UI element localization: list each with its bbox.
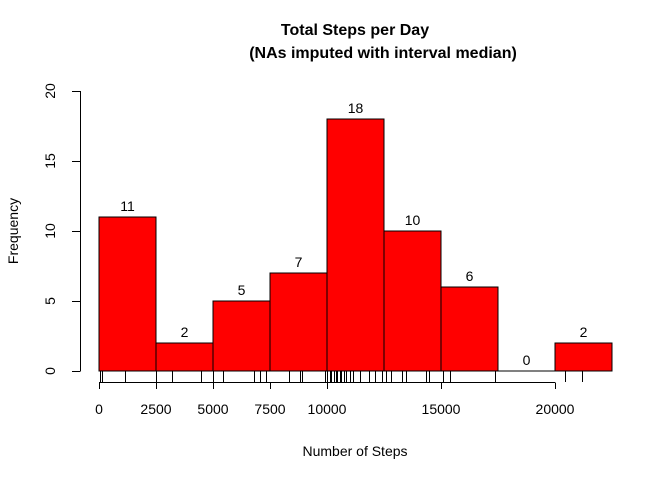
histogram-bar: [98, 216, 157, 372]
chart-subtitle: (NAs imputed with interval median): [249, 45, 517, 62]
histogram-bar: [212, 300, 271, 372]
x-tick-label: 10000: [308, 401, 347, 417]
bars-group: [98, 118, 613, 372]
x-tick-label: 5000: [197, 401, 228, 417]
x-tick-label: 0: [95, 401, 103, 417]
y-tick-label: 15: [42, 153, 58, 169]
histogram-bar: [440, 286, 499, 372]
histogram-bar: [269, 272, 328, 372]
y-tick-label: 5: [42, 297, 58, 305]
x-tick-label: 20000: [536, 401, 575, 417]
y-tick-label: 0: [42, 367, 58, 375]
bar-data-label: 10: [405, 212, 421, 228]
histogram-bar: [326, 118, 385, 372]
x-axis: 0 2500 5000 7500 10000 15000 20000: [95, 382, 575, 417]
y-axis: 0 5 10 15 20: [42, 83, 81, 375]
chart-title: Total Steps per Day: [281, 22, 429, 39]
bar-data-label: 11: [120, 198, 135, 214]
rug-group: [100, 371, 583, 382]
histogram-bar: [383, 230, 442, 372]
bar-data-label: 0: [523, 352, 531, 368]
bar-data-label: 18: [348, 100, 364, 116]
x-axis-label: Number of Steps: [302, 443, 407, 459]
bar-data-label: 7: [295, 254, 303, 270]
bar-data-label: 2: [580, 324, 588, 340]
y-tick-label: 10: [42, 223, 58, 239]
x-tick-label: 2500: [140, 401, 171, 417]
bar-labels-group: 11 2 5 7 18 10 6 0 2: [120, 100, 587, 368]
bar-data-label: 5: [238, 282, 246, 298]
bar-data-label: 6: [466, 268, 474, 284]
histogram-bar: [155, 342, 214, 372]
x-tick-label: 15000: [422, 401, 461, 417]
x-tick-label: 7500: [254, 401, 285, 417]
bar-data-label: 2: [181, 324, 189, 340]
histogram-bar: [554, 342, 613, 372]
y-tick-label: 20: [42, 83, 58, 99]
y-axis-label: Frequency: [5, 198, 21, 264]
